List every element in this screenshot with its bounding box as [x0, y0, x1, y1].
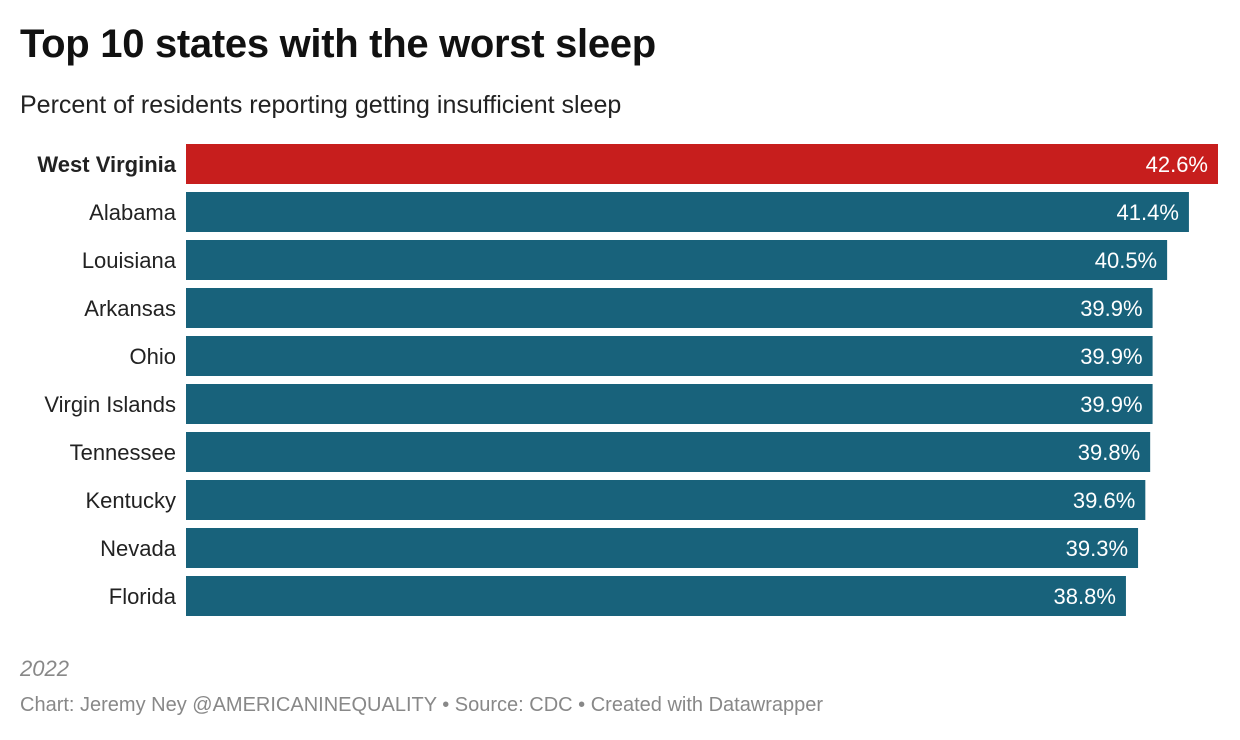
bar: [186, 288, 1153, 328]
category-label: Tennessee: [70, 440, 176, 465]
chart-footer: Chart: Jeremy Ney @AMERICANINEQUALITY • …: [20, 694, 824, 716]
category-label: West Virginia: [37, 152, 176, 177]
chart-note: 2022: [20, 656, 69, 681]
chart-subtitle: Percent of residents reporting getting i…: [20, 91, 622, 119]
value-label: 40.5%: [1095, 248, 1157, 273]
category-label: Louisiana: [82, 248, 177, 273]
value-label: 42.6%: [1146, 152, 1208, 177]
value-label: 39.9%: [1080, 344, 1142, 369]
category-label: Arkansas: [84, 296, 176, 321]
value-label: 39.8%: [1078, 440, 1140, 465]
category-label: Florida: [109, 584, 177, 609]
value-label: 39.9%: [1080, 392, 1142, 417]
value-label: 38.8%: [1054, 584, 1116, 609]
bar: [186, 336, 1153, 376]
bar: [186, 576, 1126, 616]
bar: [186, 144, 1218, 184]
bar: [186, 240, 1168, 280]
value-label: 41.4%: [1117, 200, 1179, 225]
value-label: 39.9%: [1080, 296, 1142, 321]
category-label: Ohio: [130, 344, 176, 369]
bar: [186, 528, 1139, 568]
bar: [186, 384, 1153, 424]
value-label: 39.6%: [1073, 488, 1135, 513]
category-label: Alabama: [89, 200, 177, 225]
bar: [186, 480, 1146, 520]
bar: [186, 192, 1189, 232]
category-label: Virgin Islands: [44, 392, 176, 417]
chart-title: Top 10 states with the worst sleep: [20, 22, 656, 66]
value-label: 39.3%: [1066, 536, 1128, 561]
bar: [186, 432, 1151, 472]
category-label: Nevada: [100, 536, 177, 561]
category-label: Kentucky: [86, 488, 177, 513]
